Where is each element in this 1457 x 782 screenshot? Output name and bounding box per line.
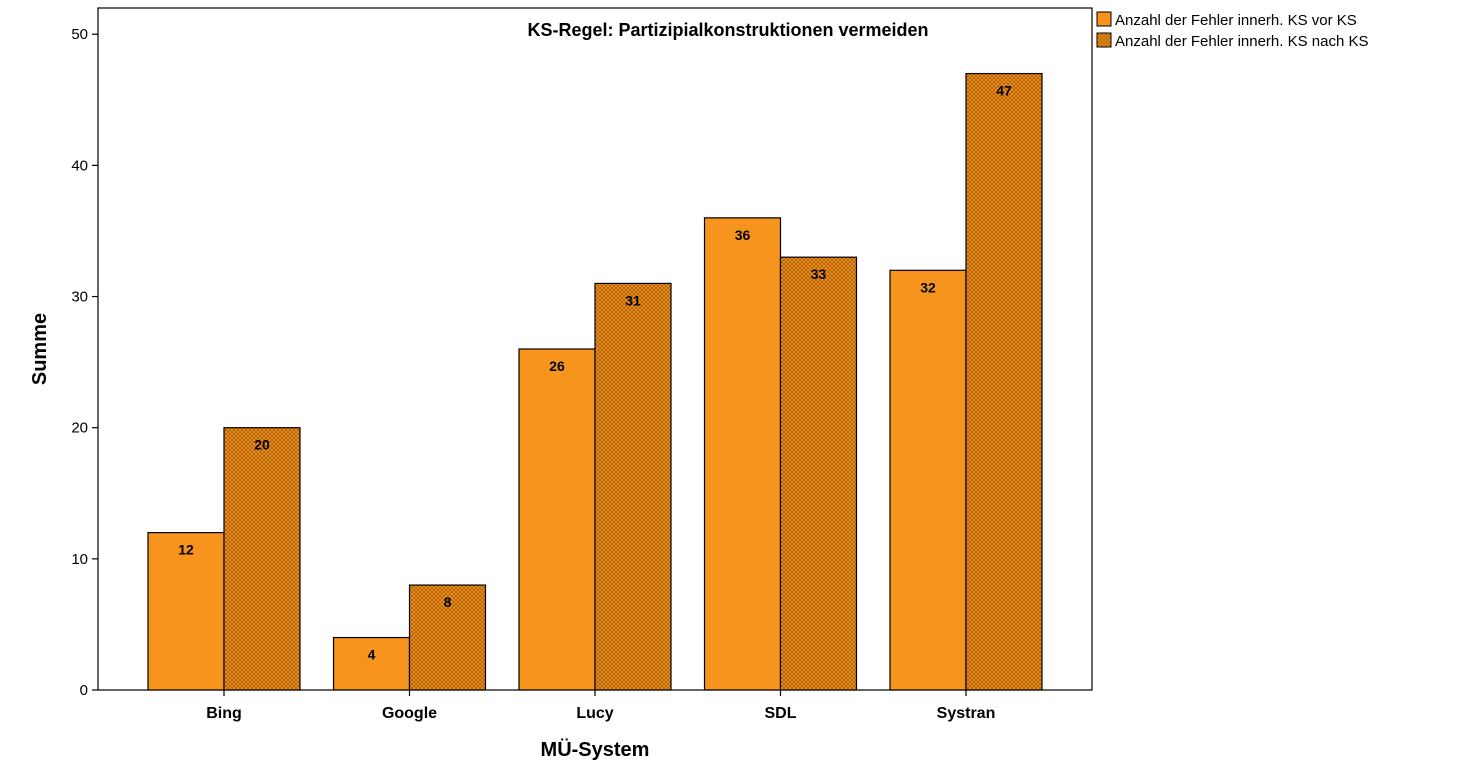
data-label: 31 (625, 292, 641, 308)
x-tick-label: Bing (206, 705, 242, 722)
x-tick-label: Lucy (576, 705, 613, 722)
legend: Anzahl der Fehler innerh. KS vor KS Anza… (1096, 11, 1368, 50)
bar-lucy-vor (518, 348, 596, 691)
data-label: 32 (920, 279, 936, 295)
data-label: 8 (444, 594, 452, 610)
x-axis-title: MÜ-System (541, 738, 650, 761)
bar-bing-nach (223, 427, 301, 691)
legend-swatch-vor (1096, 11, 1112, 27)
data-label: 33 (811, 266, 827, 282)
x-axis: Bing Google Lucy SDL Systran (206, 690, 995, 722)
legend-label-nach: Anzahl der Fehler innerh. KS nach KS (1115, 33, 1368, 50)
bar-systran-nach (965, 72, 1043, 691)
y-tick-label: 10 (71, 551, 88, 568)
data-label: 36 (735, 227, 751, 243)
y-tick-label: 20 (71, 420, 88, 437)
bar-systran-vor (889, 269, 967, 691)
x-tick-label: Google (382, 705, 437, 722)
y-tick-label: 40 (71, 157, 88, 174)
data-label: 26 (549, 358, 565, 374)
bar-google-nach (408, 584, 487, 691)
legend-swatch-nach (1096, 32, 1112, 48)
y-tick-label: 0 (80, 682, 88, 699)
bar-google-vor (332, 636, 411, 691)
y-tick-label: 30 (71, 289, 88, 306)
data-label: 20 (254, 437, 270, 453)
bar-sdl-vor (703, 217, 782, 691)
x-tick-label: Systran (937, 705, 996, 722)
data-label: 47 (996, 83, 1012, 99)
data-label: 4 (368, 647, 376, 663)
bar-bing-vor (147, 532, 225, 691)
bars-layer: 12 20 4 8 26 31 36 33 32 47 (147, 72, 1043, 691)
data-label: 12 (178, 542, 194, 558)
y-axis: 0 10 20 30 40 50 (71, 26, 98, 699)
legend-label-vor: Anzahl der Fehler innerh. KS vor KS (1115, 12, 1357, 29)
x-tick-label: SDL (765, 705, 797, 722)
y-tick-label: 50 (71, 26, 88, 43)
y-axis-title: Summe (29, 313, 51, 385)
chart-title: KS-Regel: Partizipialkonstruktionen verm… (527, 20, 928, 40)
bar-lucy-nach (594, 282, 672, 691)
bar-sdl-nach (779, 256, 858, 691)
